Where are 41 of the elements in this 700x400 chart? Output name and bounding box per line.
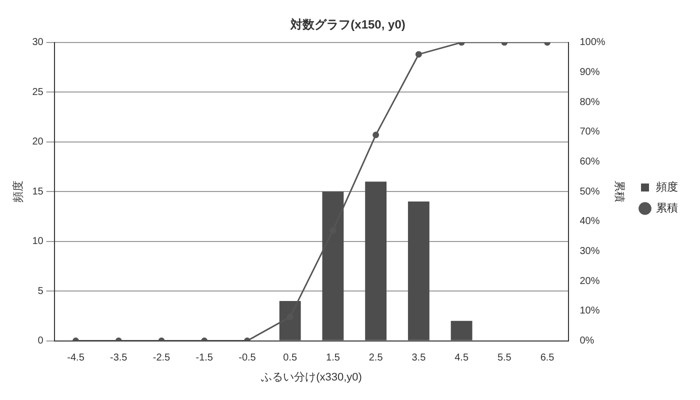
x-tick-label: -0.5 — [238, 352, 256, 364]
y2-tick-label: 30% — [580, 246, 600, 258]
x-axis-title: ふるい分け(x330,y0) — [260, 371, 362, 384]
x-tick-label: -3.5 — [110, 352, 128, 364]
bar — [450, 320, 472, 340]
x-tick-label: 0.5 — [283, 352, 298, 364]
bar — [365, 182, 387, 340]
legend-label: 累積 — [656, 202, 678, 215]
x-tick-label: 4.5 — [454, 352, 469, 364]
x-tick-label: 6.5 — [540, 352, 555, 364]
x-tick-label: -4.5 — [67, 352, 85, 364]
x-tick-label: 1.5 — [326, 352, 340, 364]
point — [415, 51, 422, 58]
y2-tick-label: 0% — [580, 336, 594, 347]
y-tick-label: 5 — [38, 286, 44, 297]
y2-tick-label: 40% — [580, 216, 600, 228]
y-tick-label: 15 — [32, 186, 44, 198]
point — [372, 132, 380, 138]
x-tick-label: -2.5 — [152, 352, 171, 364]
y2-tick-label: 100% — [580, 37, 606, 48]
y2-tick-label: 10% — [580, 306, 600, 317]
y-tick-label: 0 — [38, 336, 44, 347]
x-tick-label: 5.5 — [497, 352, 512, 364]
bar — [408, 202, 430, 340]
y-axis-title: 頻度 — [12, 180, 25, 203]
y-tick-label: 20 — [32, 136, 44, 148]
y2-tick-label: 20% — [580, 276, 600, 287]
x-tick-label: 3.5 — [412, 352, 426, 364]
y2-tick-label: 70% — [580, 126, 600, 138]
y-tick-label: 30 — [32, 37, 44, 48]
legend-label: 頻度 — [656, 180, 678, 194]
y-tick-label: 25 — [32, 86, 44, 98]
y2-tick-label: 50% — [580, 186, 600, 198]
x-tick-label: 2.5 — [368, 352, 384, 364]
y-tick-label: 10 — [32, 236, 44, 248]
y2-tick-label: 80% — [580, 96, 600, 108]
y2-axis-title: 累積 — [612, 180, 625, 203]
y2-tick-label: 60% — [580, 156, 600, 168]
chart-title: 対数グラフ(x150, y0) — [290, 18, 406, 32]
x-tick-label: -1.5 — [196, 352, 214, 364]
y2-tick-label: 90% — [580, 66, 600, 78]
